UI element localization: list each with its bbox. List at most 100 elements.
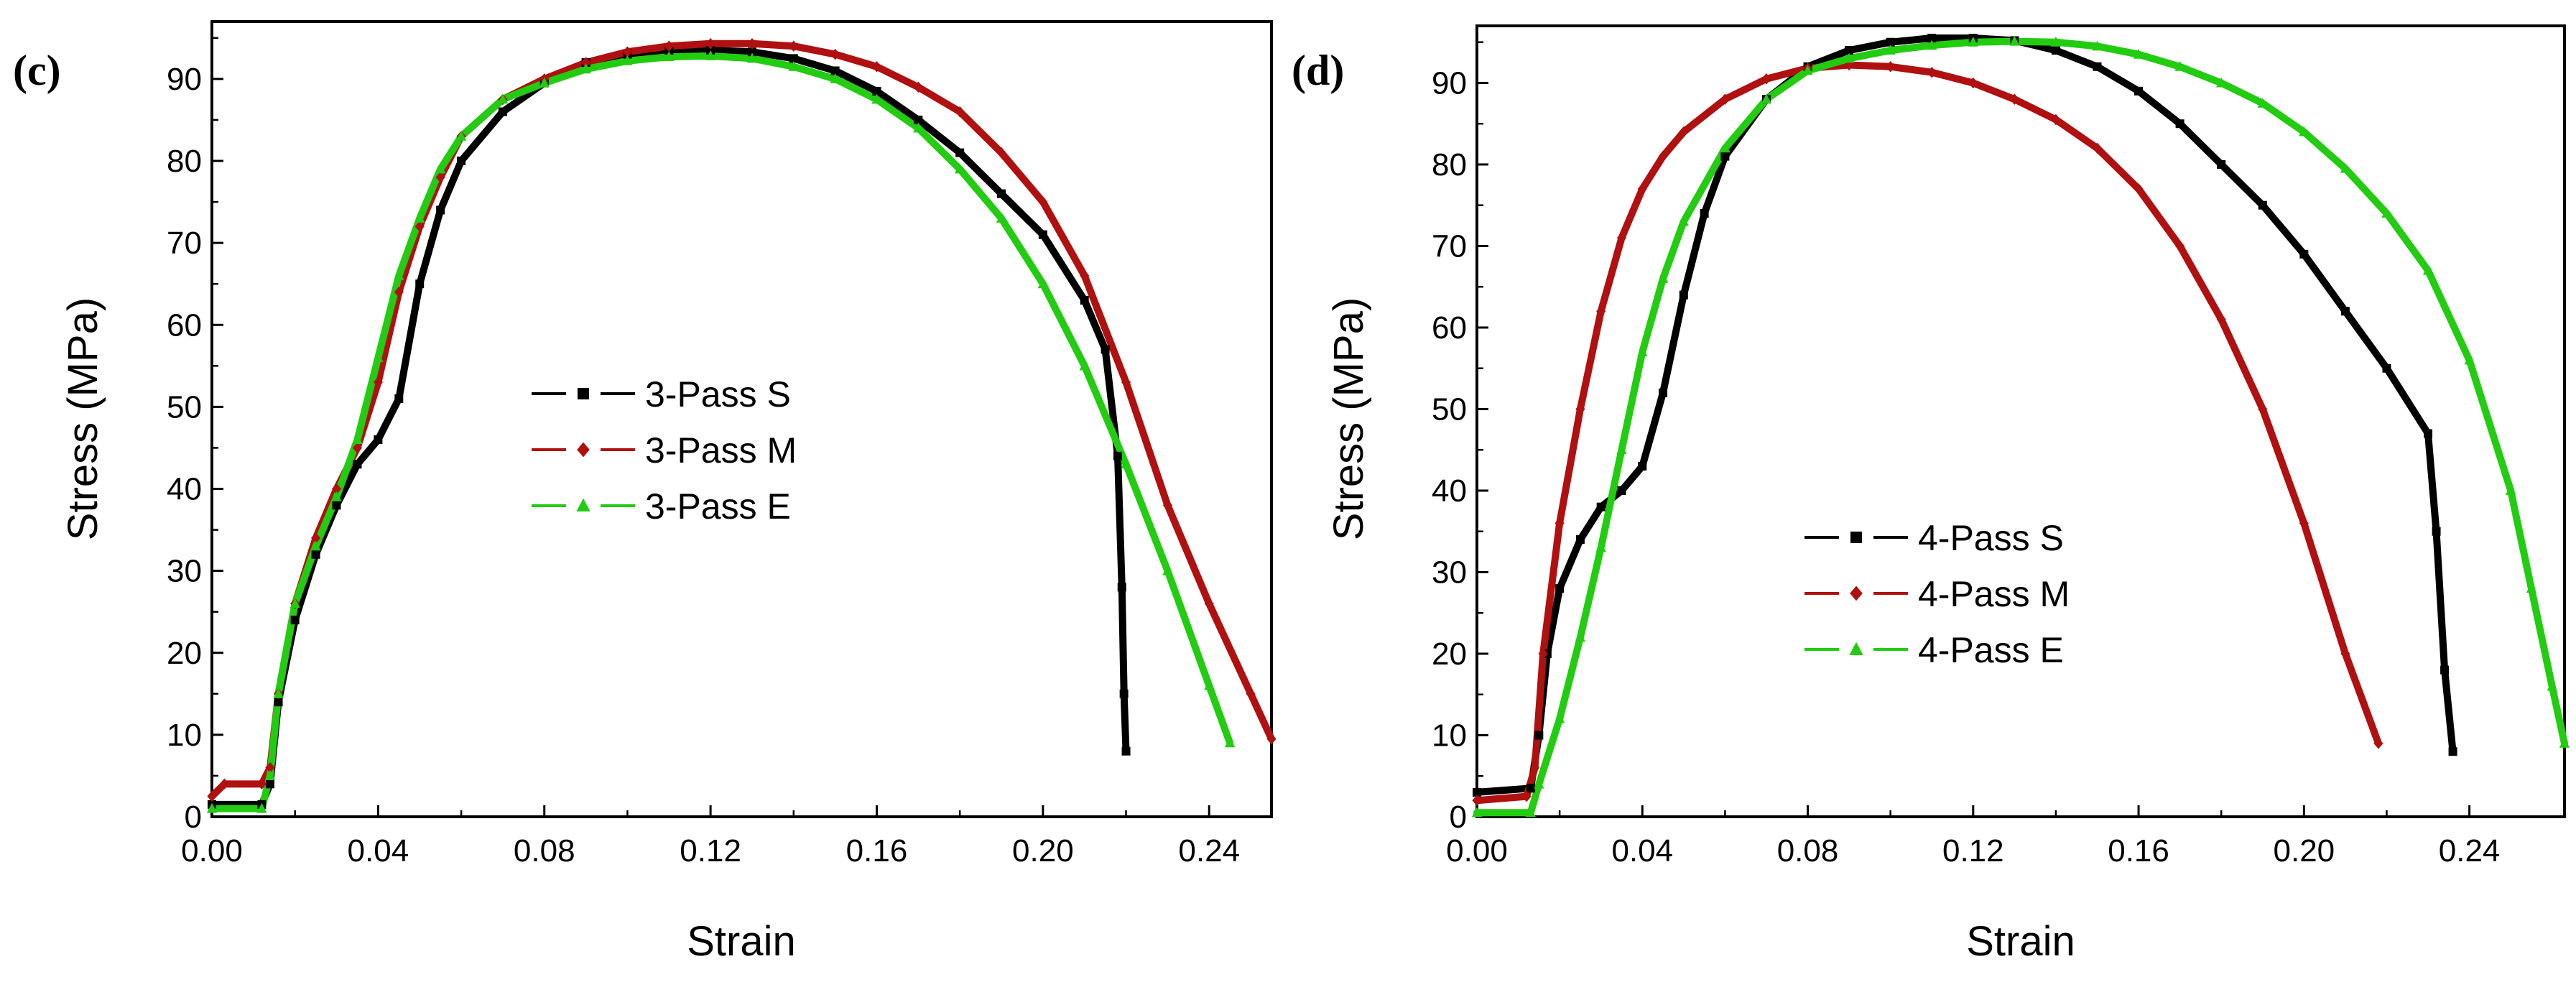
data-point (2340, 648, 2350, 659)
x-tick-label: 0.16 (846, 833, 908, 868)
data-point (206, 802, 218, 813)
data-point (1679, 126, 1689, 138)
data-point (1927, 34, 1937, 43)
data-point (2174, 60, 2185, 71)
data-point (1678, 216, 1690, 226)
data-point (1472, 795, 1482, 807)
data-point (2133, 48, 2144, 59)
data-point (871, 60, 882, 73)
legend-marker (576, 498, 590, 511)
data-point (2373, 738, 2383, 749)
data-point (2092, 40, 2103, 51)
data-point (1659, 388, 1668, 397)
data-point (1162, 499, 1172, 511)
data-point (265, 779, 274, 789)
x-tick-label: 0.20 (1012, 833, 1074, 868)
data-point (539, 77, 550, 88)
data-point (954, 163, 965, 174)
data-point (1802, 65, 1813, 75)
legend-marker (1849, 641, 1863, 655)
y-tick-label: 90 (167, 62, 202, 97)
y-tick-label: 40 (1432, 473, 1467, 509)
data-point (1526, 784, 1535, 793)
data-point (2559, 738, 2570, 748)
data-point (394, 286, 404, 298)
data-point (1658, 150, 1668, 162)
data-point (1534, 731, 1544, 740)
y-tick-label: 10 (1432, 718, 1467, 753)
y-tick-label: 20 (1432, 636, 1467, 672)
data-point (1113, 451, 1122, 460)
data-point (2448, 747, 2457, 756)
data-point (2340, 307, 2350, 316)
y-tick-label: 60 (1432, 310, 1467, 346)
x-tick-label: 0.04 (1611, 833, 1673, 868)
data-point (2432, 527, 2441, 536)
data-point (289, 598, 300, 608)
data-point (311, 532, 321, 544)
data-point (705, 38, 715, 50)
legend-label: 4-Pass M (1918, 574, 2070, 614)
y-tick-label: 30 (167, 554, 202, 589)
data-point (830, 66, 840, 75)
data-point (2175, 240, 2185, 252)
data-point (1534, 778, 1544, 789)
data-point (913, 122, 924, 133)
data-point (1886, 60, 1896, 73)
y-axis-title: Stress (MPa) (60, 297, 106, 540)
data-point (1761, 73, 1771, 85)
legend-marker (1850, 532, 1862, 543)
data-point (1968, 77, 1978, 89)
legend-label: 3-Pass S (645, 374, 791, 414)
data-point (1679, 290, 1688, 300)
data-point (2299, 126, 2309, 136)
x-axis-title: Strain (1966, 918, 2075, 965)
data-point (1843, 52, 1855, 63)
data-point (2382, 363, 2391, 373)
data-point (1204, 680, 1215, 690)
legend-label: 4-Pass E (1918, 630, 2064, 670)
data-point (2257, 98, 2268, 108)
data-point (256, 802, 267, 813)
data-point (219, 778, 229, 790)
y-tick-label: 90 (1432, 65, 1467, 101)
data-point (457, 157, 466, 166)
data-point (1927, 40, 1937, 50)
data-point (1720, 142, 1731, 153)
data-point (1617, 486, 1626, 495)
data-point (265, 761, 275, 774)
data-point (622, 55, 633, 65)
data-point (1038, 230, 1047, 239)
data-point (706, 45, 715, 55)
panel-label: (d) (1292, 47, 1344, 94)
data-point (414, 213, 425, 223)
data-point (1266, 733, 1277, 745)
data-point (1473, 787, 1481, 797)
legend-label: 4-Pass S (1918, 518, 2064, 558)
data-point (1121, 746, 1131, 756)
data-point (2299, 517, 2309, 529)
data-point (747, 38, 757, 50)
data-point (1554, 713, 1565, 723)
y-tick-label: 80 (1432, 147, 1467, 182)
legend: 3-Pass S 3-Pass M 3-Pass E (532, 374, 797, 527)
data-point (435, 163, 446, 174)
x-axis-title: Strain (687, 918, 796, 965)
data-point (1101, 345, 1110, 354)
data-point (1885, 45, 1896, 55)
data-point (2093, 62, 2102, 71)
data-point (1162, 565, 1173, 575)
chart-panel-c: 0.00 0.04 0.08 0.12 0.16 0.20 0.24 0 10 20 30 40 50 6… (13, 20, 1277, 965)
data-point (830, 48, 840, 60)
data-point (2258, 200, 2267, 210)
data-point (1575, 403, 1585, 415)
data-point (415, 279, 425, 289)
data-point (1657, 273, 1669, 283)
data-point (2381, 208, 2392, 218)
x-tick-label: 0.00 (181, 833, 243, 868)
x-tick-label: 0.24 (2439, 833, 2501, 868)
data-point (914, 115, 923, 124)
data-point (1637, 183, 1647, 195)
data-point (374, 435, 383, 445)
data-point (273, 688, 284, 698)
